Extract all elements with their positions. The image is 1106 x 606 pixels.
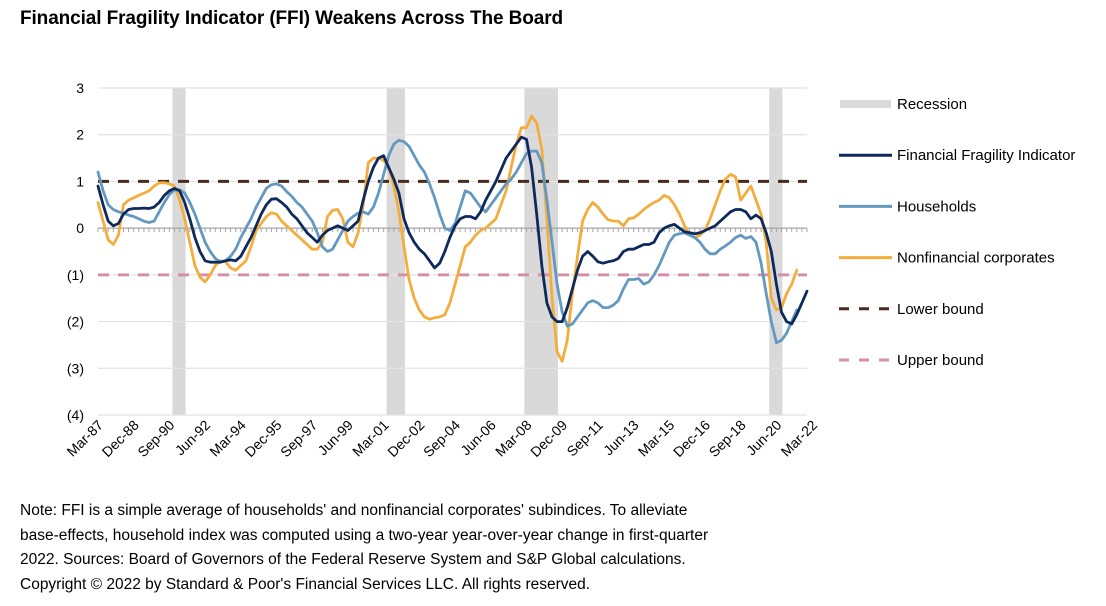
legend-label: Nonfinancial corporates xyxy=(897,250,1055,267)
recession-band xyxy=(172,88,186,415)
note-line: base-effects, household index was comput… xyxy=(20,526,709,544)
y-tick-label: 0 xyxy=(76,220,84,236)
chart-note: Note: FFI is a simple average of househo… xyxy=(20,499,780,597)
x-tick-label: Sep-11 xyxy=(563,417,606,460)
note-line: 2022. Sources: Board of Governors of the… xyxy=(20,551,686,568)
legend-label: Lower bound xyxy=(897,301,984,318)
x-tick-label: Jun-13 xyxy=(600,417,642,459)
x-tick-label: Mar-87 xyxy=(63,417,106,460)
reference-lines xyxy=(98,179,807,277)
x-tick-label: Mar-94 xyxy=(206,417,249,460)
legend: Recession Financial Fragility Indicator Ho… xyxy=(839,96,1075,369)
y-axis-labels: 3 2 1 0 (1) (2) (3) (4) xyxy=(67,80,84,423)
y-tick-label: (3) xyxy=(67,360,84,376)
x-tick-label: Dec-02 xyxy=(384,417,427,460)
legend-item: Upper bound xyxy=(839,352,984,369)
legend-label: Recession xyxy=(897,96,967,113)
x-tick-label: Mar-22 xyxy=(778,417,821,460)
series-line-households xyxy=(96,138,799,345)
y-tick-label: 3 xyxy=(76,80,84,96)
x-tick-label: Sep-04 xyxy=(420,417,463,460)
x-tick-label: Jun-92 xyxy=(172,417,214,459)
y-tick-label: 2 xyxy=(76,127,84,143)
x-tick-label: Sep-18 xyxy=(706,417,749,460)
legend-label: Upper bound xyxy=(897,352,984,369)
legend-label: Financial Fragility Indicator xyxy=(897,147,1075,164)
recession-band xyxy=(386,88,405,415)
legend-swatch-band xyxy=(840,100,891,108)
recession-band xyxy=(769,88,783,415)
x-axis-labels: Mar-87Dec-88Sep-90Jun-92Mar-94Dec-95Sep-… xyxy=(63,417,820,460)
x-tick-label: Jun-06 xyxy=(457,417,499,459)
y-tick-label: (2) xyxy=(67,314,84,330)
chart-title: Financial Fragility Indicator (FFI) Weak… xyxy=(20,8,564,29)
legend-item: Financial Fragility Indicator xyxy=(839,147,1075,164)
note-line: Copyright © 2022 by Standard & Poor's Fi… xyxy=(20,575,591,593)
x-tick-label: Mar-08 xyxy=(492,417,535,460)
x-tick-label: Jun-99 xyxy=(314,417,356,459)
recession-bands xyxy=(172,88,783,415)
series-line-nonfinancial-corporates xyxy=(96,114,799,363)
legend-item: Households xyxy=(839,198,976,215)
y-tick-label: (1) xyxy=(67,267,84,283)
x-tick-label: Dec-16 xyxy=(670,417,713,460)
x-tick-label: Dec-95 xyxy=(241,417,284,460)
legend-label: Households xyxy=(897,198,976,215)
legend-item: Recession xyxy=(840,96,967,113)
gridlines xyxy=(98,87,807,416)
x-tick-label: Dec-09 xyxy=(527,417,570,460)
x-tick-label: Mar-01 xyxy=(349,417,392,460)
x-tick-label: Sep-97 xyxy=(277,417,320,460)
series-lines xyxy=(96,114,809,363)
x-tick-label: Dec-88 xyxy=(99,417,142,460)
x-tick-label: Jun-20 xyxy=(743,417,785,459)
y-tick-label: (4) xyxy=(67,407,84,423)
x-tick-label: Mar-15 xyxy=(635,417,678,460)
y-tick-label: 1 xyxy=(76,173,84,189)
legend-item: Lower bound xyxy=(839,301,984,318)
legend-item: Nonfinancial corporates xyxy=(839,250,1055,267)
series-line-financial-fragility-indicator xyxy=(96,135,809,326)
note-line: Note: FFI is a simple average of househo… xyxy=(20,502,688,519)
x-tick-label: Sep-90 xyxy=(134,417,177,460)
